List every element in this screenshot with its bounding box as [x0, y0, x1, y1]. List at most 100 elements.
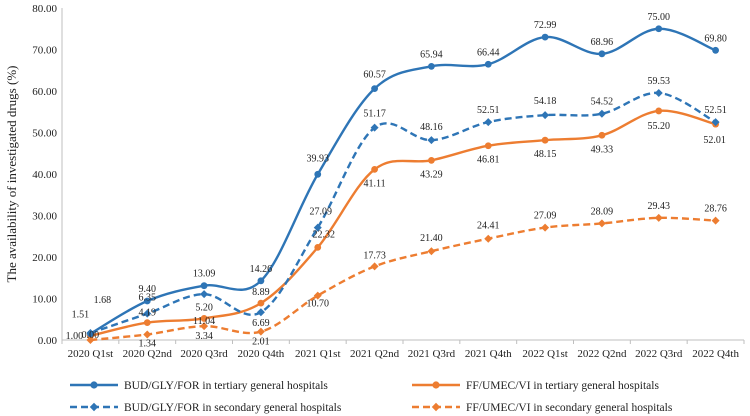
y-tick-label: 0.00 [38, 335, 58, 347]
data-point-bud-secondary [597, 109, 606, 118]
data-point-ff-secondary [597, 219, 606, 228]
legend-item-ff-tertiary: FF/UMEC/VI in tertiary general hospitals [412, 380, 659, 392]
data-label-ff-secondary: 28.76 [704, 204, 727, 215]
data-label-bud-secondary: 27.09 [310, 207, 333, 218]
data-labels: 1.51 9.40 13.09 14.26 39.93 60.57 65.94 66.44 72… [66, 12, 727, 350]
data-label-bud-tertiary: 60.57 [363, 70, 386, 81]
data-label-bud-secondary: 59.53 [648, 76, 671, 87]
data-label-ff-tertiary: 43.29 [420, 169, 443, 180]
data-label-bud-secondary: 54.18 [534, 96, 557, 107]
series-line-ff-secondary [90, 216, 716, 342]
data-label-bud-tertiary: 72.99 [534, 20, 557, 31]
data-label-bud-secondary: 48.16 [420, 122, 443, 133]
axes: 0.00 10.00 20.00 30.00 40.00 50.00 60.00 70.00 8… [4, 3, 745, 360]
data-label-bud-tertiary: 13.09 [193, 269, 216, 280]
legend-label-bud-secondary: BUD/GLY/FOR in secondary general hospita… [124, 402, 342, 414]
legend-label-ff-secondary: FF/UMEC/VI in secondary general hospital… [466, 402, 673, 414]
data-label-ff-tertiary: 22.32 [313, 229, 336, 240]
data-point-bud-tertiary [314, 170, 322, 178]
data-label-bud-secondary: 54.52 [591, 97, 614, 108]
data-point-ff-secondary [370, 262, 379, 271]
series-line-bud-secondary [90, 91, 717, 335]
data-point-bud-tertiary [200, 282, 208, 290]
data-point-ff-secondary [256, 327, 265, 336]
data-label-ff-tertiary: 1.00 [66, 331, 84, 342]
plot-area: 1.51 9.40 13.09 14.26 39.93 60.57 65.94 66.44 72… [66, 12, 727, 350]
y-tick-label: 10.00 [32, 294, 57, 306]
y-tick-label: 30.00 [32, 211, 57, 223]
data-label-bud-tertiary: 69.80 [704, 33, 727, 44]
data-label-ff-tertiary: 48.15 [534, 149, 557, 160]
x-tick-label-2021-q4th: 2021 Q4th [465, 348, 512, 360]
data-label-bud-tertiary: 75.00 [648, 12, 671, 23]
data-point-bud-secondary [256, 308, 265, 317]
legend-label-bud-tertiary: BUD/GLY/FOR in tertiary general hospital… [124, 380, 328, 392]
data-point-ff-secondary [654, 213, 663, 222]
y-tick-label: 70.00 [32, 45, 57, 57]
data-point-ff-tertiary [598, 131, 606, 139]
data-point-ff-secondary [541, 223, 550, 232]
data-label-ff-secondary: 1.34 [139, 338, 157, 349]
data-point-bud-tertiary [257, 277, 265, 285]
data-label-ff-tertiary: 5.20 [195, 302, 213, 313]
y-tick-label: 80.00 [32, 3, 57, 15]
data-label-ff-tertiary: 55.20 [648, 121, 671, 132]
data-point-ff-tertiary [143, 319, 151, 327]
y-tick-label: 40.00 [32, 169, 57, 181]
data-label-ff-secondary: 10.70 [307, 299, 330, 310]
data-point-ff-secondary [427, 247, 436, 256]
x-tick-label-2020-q1st: 2020 Q1st [68, 348, 114, 360]
x-tick-label-2022-q4th: 2022 Q4th [692, 348, 739, 360]
x-tick-label-2022-q2nd: 2022 Q2nd [577, 348, 627, 360]
data-point-bud-tertiary [143, 297, 151, 305]
data-label-ff-tertiary: 52.01 [703, 135, 726, 146]
legend-item-bud-secondary: BUD/GLY/FOR in secondary general hospita… [70, 402, 342, 414]
data-point-bud-tertiary [87, 330, 94, 338]
data-point-ff-tertiary [484, 142, 492, 150]
y-tick-label: 20.00 [32, 252, 57, 264]
x-tick-labels: 2020 Q1st 2020 Q2nd 2020 Q3rd 2020 Q4th 2021… [61, 340, 745, 360]
data-label-bud-tertiary: 68.96 [591, 37, 614, 48]
data-point-bud-secondary [143, 309, 152, 318]
x-tick-label-2021-q3rd: 2021 Q3rd [408, 348, 456, 360]
data-label-bud-secondary: 6.69 [252, 318, 270, 329]
data-point-bud-secondary [541, 111, 550, 120]
data-label-bud-tertiary: 14.26 [250, 264, 273, 275]
data-point-ff-tertiary [428, 156, 435, 164]
data-point-bud-secondary [484, 118, 493, 127]
data-label-ff-tertiary: 49.33 [591, 144, 614, 155]
data-label-bud-secondary: 1.68 [94, 295, 112, 306]
x-tick-label-2021-q1st: 2021 Q1st [295, 348, 341, 360]
data-point-ff-secondary [200, 322, 209, 331]
legend-marker-ff-tertiary [432, 381, 440, 389]
data-label-bud-tertiary: 66.44 [477, 47, 500, 58]
series-ff-tertiary [87, 107, 719, 340]
data-point-bud-tertiary [712, 46, 719, 54]
data-point-ff-secondary [313, 291, 322, 300]
x-tick-label-2021-q2nd: 2021 Q2nd [350, 348, 400, 360]
data-point-ff-tertiary [314, 243, 322, 251]
data-point-ff-tertiary [541, 136, 549, 144]
data-label-bud-secondary: 52.51 [704, 105, 727, 116]
data-label-ff-tertiary: 8.89 [252, 287, 270, 298]
legend-label-ff-tertiary: FF/UMEC/VI in tertiary general hospitals [466, 380, 659, 392]
y-axis-title: The availability of investigated drugs (… [4, 66, 19, 283]
legend-marker-bud-tertiary [90, 381, 98, 389]
series-line-bud-tertiary [89, 27, 717, 335]
data-label-bud-secondary: 11.04 [193, 316, 215, 327]
data-label-ff-tertiary: 4.19 [139, 308, 157, 319]
data-point-ff-secondary [143, 330, 152, 339]
data-label-ff-secondary: 24.41 [477, 221, 500, 232]
data-point-bud-tertiary [371, 85, 378, 93]
data-point-bud-secondary [370, 123, 379, 132]
data-point-ff-secondary [711, 216, 720, 225]
x-tick-label-2020-q2nd: 2020 Q2nd [123, 348, 173, 360]
data-label-bud-tertiary: 1.51 [72, 310, 90, 321]
data-label-ff-tertiary: 46.81 [477, 155, 500, 166]
data-point-bud-tertiary [484, 60, 492, 68]
data-point-bud-secondary [711, 118, 720, 127]
data-label-bud-secondary: 52.51 [477, 105, 500, 116]
data-label-ff-secondary: 27.09 [534, 211, 557, 222]
